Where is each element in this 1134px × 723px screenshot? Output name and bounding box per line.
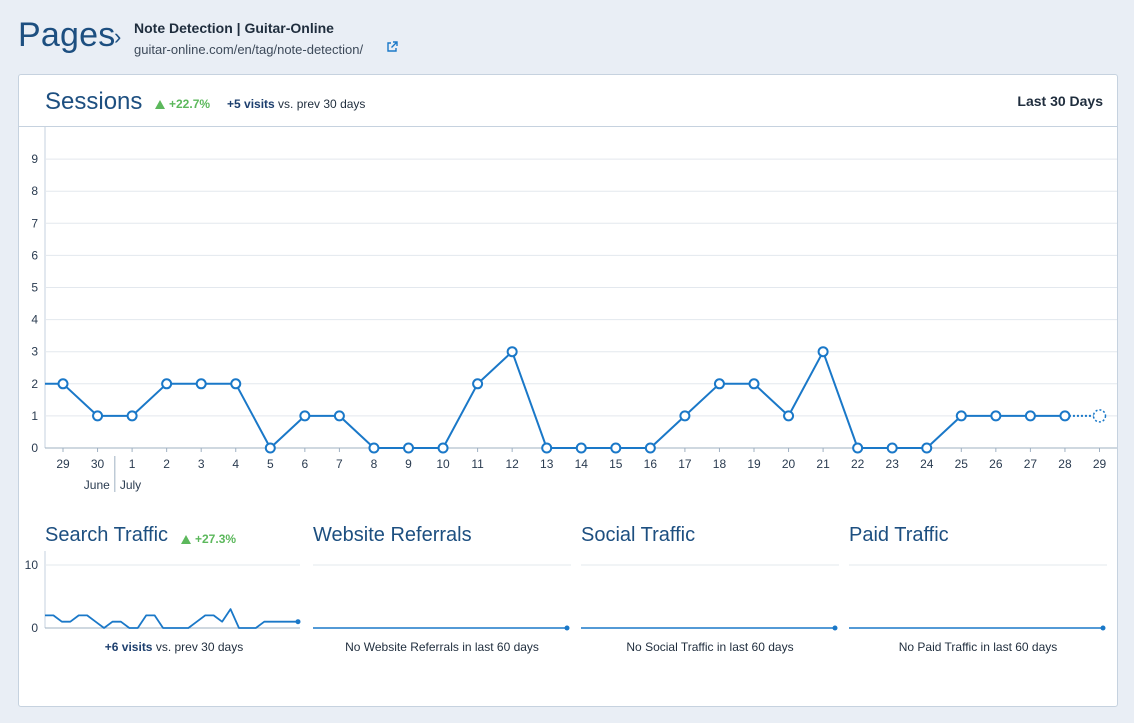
paid-traffic-title: Paid Traffic xyxy=(849,524,949,546)
external-link-icon[interactable] xyxy=(385,40,399,54)
page-url[interactable]: guitar-online.com/en/tag/note-detection/ xyxy=(134,42,364,57)
breadcrumb-separator: › xyxy=(114,24,122,49)
sessions-card-header: Sessions +22.7% +5 visits vs. prev 30 da… xyxy=(19,75,1117,127)
paid-traffic-panel[interactable]: Paid Traffic No Paid Traffic in last 60 … xyxy=(849,520,1107,660)
date-range-selector[interactable]: Last 30 Days xyxy=(1017,93,1103,109)
social-traffic-title: Social Traffic xyxy=(581,524,696,546)
search-traffic-delta-value: +27.3% xyxy=(195,532,237,546)
website-referrals-note: No Website Referrals in last 60 days xyxy=(345,640,539,654)
search-traffic-visits-delta: +6 visits xyxy=(104,640,153,654)
website-referrals-title: Website Referrals xyxy=(313,524,472,546)
search-traffic-title: Search Traffic xyxy=(45,524,169,546)
sessions-delta-value: +22.7% xyxy=(169,97,211,111)
search-traffic-vs-text: vs. prev 30 days xyxy=(152,640,244,654)
sessions-comparison: +5 visits vs. prev 30 days xyxy=(227,97,365,111)
up-arrow-icon xyxy=(155,100,165,109)
up-arrow-icon xyxy=(181,535,191,544)
page-name: Note Detection | Guitar-Online xyxy=(134,20,334,36)
sessions-vs-text: vs. prev 30 days xyxy=(274,97,366,111)
sessions-visits-delta: +5 visits xyxy=(227,97,275,111)
sessions-delta: +22.7% xyxy=(155,97,210,111)
search-traffic-panel[interactable]: Search Traffic +27.3% +6 visits vs. prev… xyxy=(45,520,303,660)
section-title: Pages xyxy=(18,16,116,54)
search-traffic-comparison: +6 visits vs. prev 30 days xyxy=(45,640,303,654)
paid-traffic-note: No Paid Traffic in last 60 days xyxy=(898,640,1058,654)
search-traffic-delta: +27.3% xyxy=(181,532,236,546)
social-traffic-note: No Social Traffic in last 60 days xyxy=(626,640,794,654)
social-traffic-panel[interactable]: Social Traffic No Social Traffic in last… xyxy=(581,520,839,660)
sessions-title: Sessions xyxy=(45,88,143,115)
website-referrals-panel[interactable]: Website Referrals No Website Referrals i… xyxy=(313,520,571,660)
